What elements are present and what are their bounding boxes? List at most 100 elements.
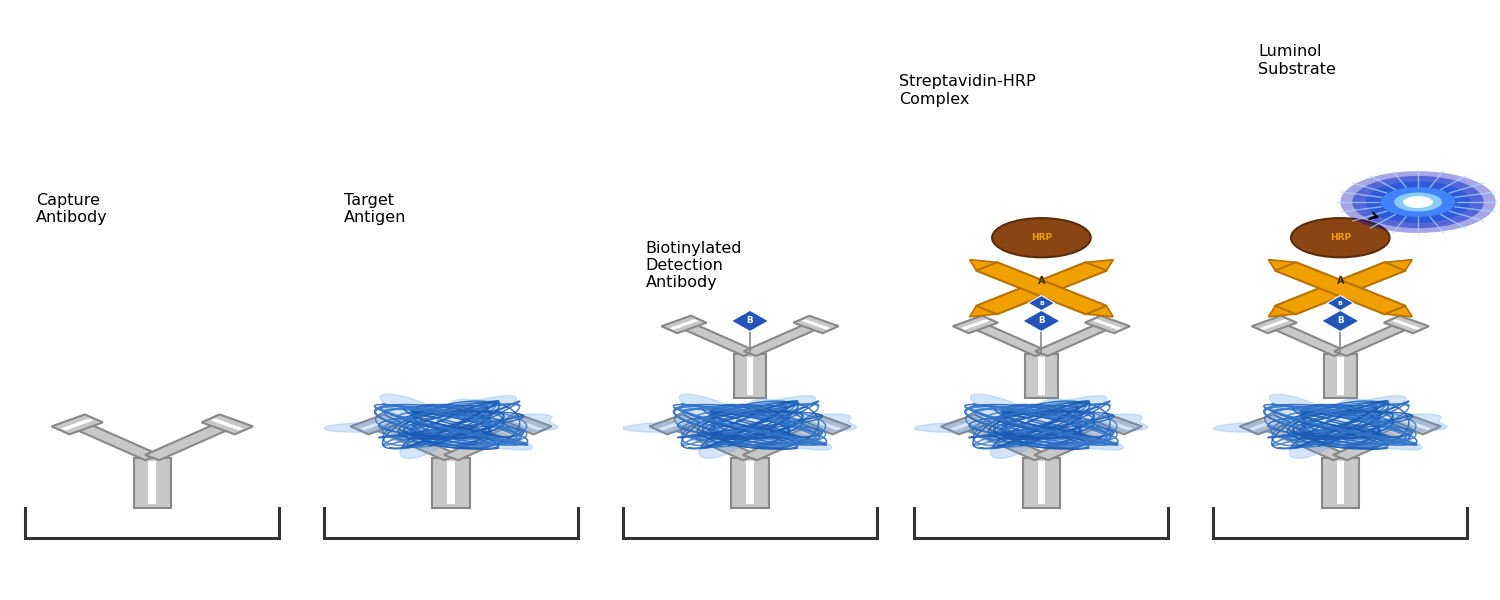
Polygon shape <box>369 422 459 460</box>
Text: B: B <box>1336 316 1344 325</box>
Polygon shape <box>1400 418 1431 430</box>
Polygon shape <box>747 357 753 395</box>
Polygon shape <box>1389 415 1441 434</box>
Polygon shape <box>650 415 700 434</box>
Polygon shape <box>1328 296 1353 311</box>
Polygon shape <box>658 418 692 430</box>
Polygon shape <box>678 322 756 356</box>
Polygon shape <box>1251 316 1298 333</box>
Polygon shape <box>1034 422 1124 460</box>
Polygon shape <box>510 418 543 430</box>
Polygon shape <box>734 353 766 398</box>
Polygon shape <box>969 322 1048 356</box>
Polygon shape <box>1086 260 1113 271</box>
Circle shape <box>992 218 1090 257</box>
Polygon shape <box>1392 319 1420 330</box>
Polygon shape <box>146 422 234 460</box>
Polygon shape <box>962 319 990 330</box>
Polygon shape <box>1269 260 1296 271</box>
Polygon shape <box>662 316 706 333</box>
Circle shape <box>1292 218 1389 257</box>
Polygon shape <box>1024 353 1057 398</box>
Polygon shape <box>51 415 104 434</box>
Text: B: B <box>1038 316 1044 325</box>
Polygon shape <box>1258 422 1347 460</box>
Polygon shape <box>1250 418 1281 430</box>
Polygon shape <box>800 415 850 434</box>
Polygon shape <box>915 394 1148 458</box>
Polygon shape <box>940 415 992 434</box>
Text: B: B <box>747 316 753 325</box>
Polygon shape <box>1023 458 1060 508</box>
Polygon shape <box>976 262 1107 314</box>
Polygon shape <box>1239 415 1292 434</box>
Polygon shape <box>744 322 822 356</box>
Polygon shape <box>1324 353 1356 398</box>
Polygon shape <box>1336 357 1344 395</box>
Polygon shape <box>62 418 93 430</box>
Polygon shape <box>668 422 758 460</box>
Circle shape <box>1380 187 1455 217</box>
Polygon shape <box>444 422 534 460</box>
Polygon shape <box>1275 262 1406 314</box>
Polygon shape <box>969 260 996 271</box>
Text: HRP: HRP <box>1329 233 1352 242</box>
Polygon shape <box>324 394 558 458</box>
Polygon shape <box>747 461 753 504</box>
Polygon shape <box>1322 310 1359 332</box>
Polygon shape <box>808 418 842 430</box>
Polygon shape <box>134 458 171 508</box>
Polygon shape <box>742 422 833 460</box>
Text: A: A <box>1038 276 1046 286</box>
Circle shape <box>1394 193 1441 212</box>
Circle shape <box>1341 171 1496 233</box>
Circle shape <box>1402 196 1432 208</box>
Polygon shape <box>432 458 470 508</box>
Polygon shape <box>952 316 998 333</box>
Polygon shape <box>950 418 982 430</box>
Polygon shape <box>1383 316 1429 333</box>
Polygon shape <box>732 458 768 508</box>
Polygon shape <box>447 461 454 504</box>
Text: Target
Antigen: Target Antigen <box>344 193 406 226</box>
Polygon shape <box>1384 260 1411 271</box>
Polygon shape <box>1384 306 1411 317</box>
Circle shape <box>1406 197 1429 207</box>
Text: Biotinylated
Detection
Antibody: Biotinylated Detection Antibody <box>645 241 742 290</box>
Polygon shape <box>1028 296 1054 311</box>
Text: Capture
Antibody: Capture Antibody <box>36 193 108 226</box>
Polygon shape <box>1086 306 1113 317</box>
Polygon shape <box>351 415 402 434</box>
Polygon shape <box>1090 415 1142 434</box>
Text: Luminol
Substrate: Luminol Substrate <box>1258 44 1336 77</box>
Polygon shape <box>1094 319 1122 330</box>
Polygon shape <box>622 394 856 458</box>
Text: B: B <box>1338 301 1342 305</box>
Polygon shape <box>1100 418 1132 430</box>
Polygon shape <box>70 422 159 460</box>
Polygon shape <box>1038 461 1046 504</box>
Polygon shape <box>1084 316 1130 333</box>
Polygon shape <box>211 418 243 430</box>
Text: A: A <box>1336 276 1344 286</box>
Polygon shape <box>1336 461 1344 504</box>
Polygon shape <box>148 461 156 504</box>
Polygon shape <box>1023 310 1060 332</box>
Circle shape <box>1353 176 1484 228</box>
Polygon shape <box>969 306 996 317</box>
Polygon shape <box>360 418 393 430</box>
Polygon shape <box>1269 306 1296 317</box>
Polygon shape <box>669 319 699 330</box>
Polygon shape <box>1268 322 1347 356</box>
Text: HRP: HRP <box>1030 233 1051 242</box>
Polygon shape <box>794 316 838 333</box>
Polygon shape <box>501 415 552 434</box>
Polygon shape <box>1035 322 1114 356</box>
Polygon shape <box>1260 319 1288 330</box>
Polygon shape <box>1214 394 1448 458</box>
Polygon shape <box>1334 322 1413 356</box>
Polygon shape <box>1275 262 1406 314</box>
Text: Streptavidin-HRP
Complex: Streptavidin-HRP Complex <box>900 74 1036 107</box>
Polygon shape <box>201 415 254 434</box>
Text: B: B <box>1040 301 1044 305</box>
